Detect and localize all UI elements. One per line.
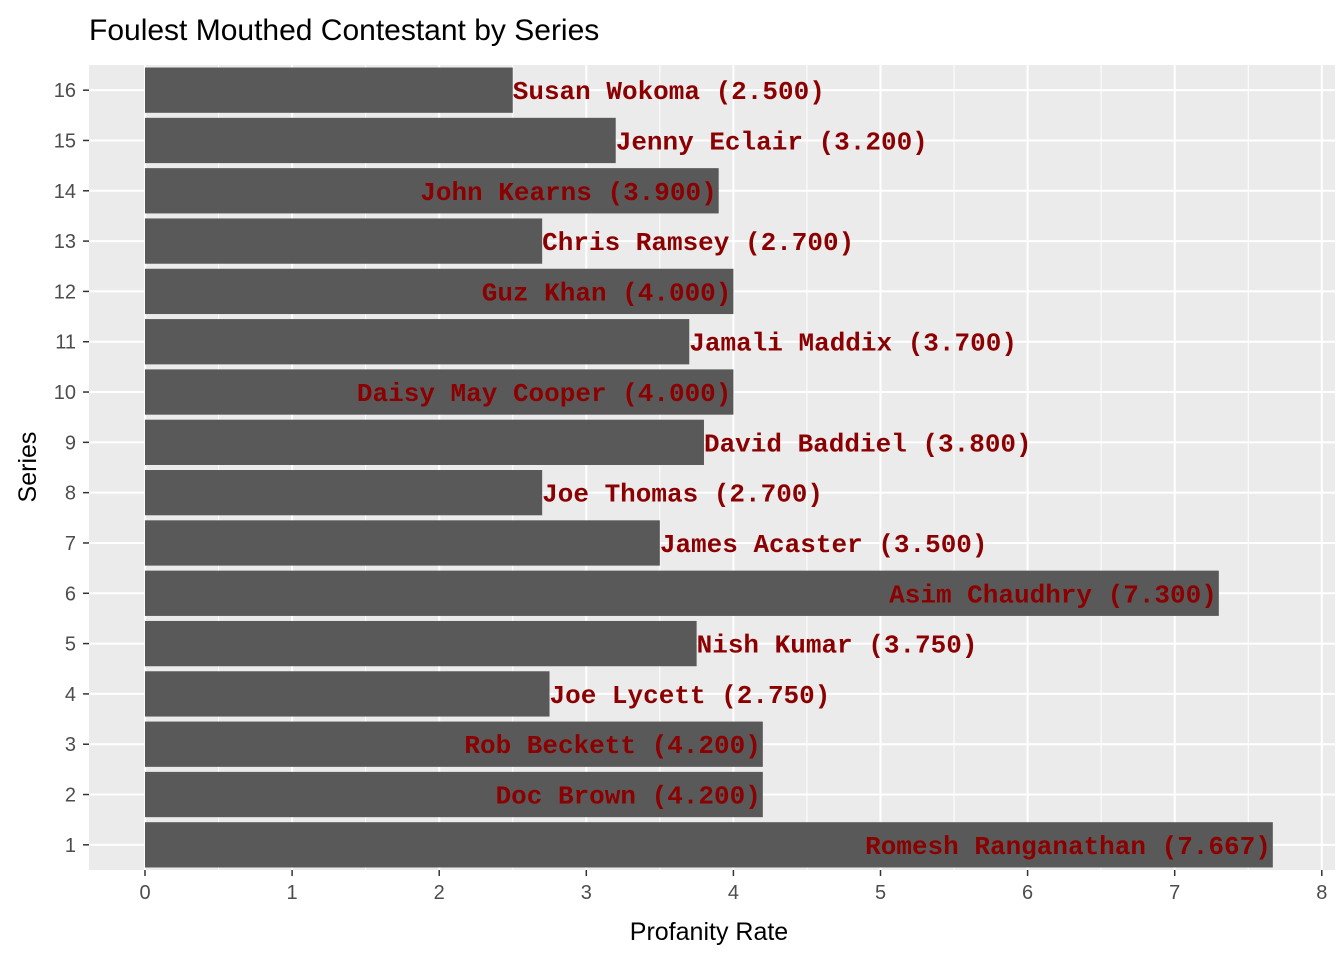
y-tick-label: 5 bbox=[65, 634, 76, 656]
bar-label: Guz Khan (4.000) bbox=[482, 278, 732, 308]
x-tick-label: 3 bbox=[581, 882, 592, 904]
bar-series-14 bbox=[145, 168, 719, 214]
y-tick-label: 10 bbox=[54, 382, 76, 404]
bar-series-8 bbox=[145, 470, 543, 516]
x-tick-label: 6 bbox=[1022, 882, 1033, 904]
bar-label: Joe Lycett (2.750) bbox=[550, 681, 831, 711]
bar-label: Joe Thomas (2.700) bbox=[542, 480, 823, 510]
bar-series-15 bbox=[145, 117, 616, 164]
bar-label: Jenny Eclair (3.200) bbox=[616, 127, 928, 157]
x-axis-title: Profanity Rate bbox=[630, 918, 788, 946]
y-tick-label: 7 bbox=[65, 533, 76, 555]
bar-label: Daisy May Cooper (4.000) bbox=[357, 379, 731, 409]
bar-series-1 bbox=[145, 822, 1273, 868]
bar-series-7 bbox=[145, 520, 660, 566]
bar-labels: Romesh Ranganathan (7.667) Doc Brown (4.2… bbox=[357, 77, 1271, 862]
bars bbox=[145, 67, 1273, 868]
bar-series-6 bbox=[145, 570, 1219, 616]
bar-label: David Baddiel (3.800) bbox=[704, 429, 1032, 459]
y-tick-label: 1 bbox=[65, 835, 76, 857]
bar-label: Susan Wokoma (2.500) bbox=[513, 77, 825, 107]
x-tick-label: 5 bbox=[875, 882, 886, 904]
y-tick-label: 2 bbox=[65, 785, 76, 807]
bar-label: John Kearns (3.900) bbox=[420, 178, 716, 208]
x-tick-label: 1 bbox=[287, 882, 298, 904]
bar-label: Rob Beckett (4.200) bbox=[464, 731, 760, 761]
y-axis-title: Series bbox=[14, 432, 42, 503]
bar-series-3 bbox=[145, 721, 763, 767]
x-tick-label: 2 bbox=[434, 882, 445, 904]
y-tick-label: 6 bbox=[65, 583, 76, 605]
y-tick-label: 3 bbox=[65, 734, 76, 756]
y-tick-label: 16 bbox=[54, 80, 76, 102]
bar-label: Romesh Ranganathan (7.667) bbox=[865, 832, 1271, 862]
bar-series-9 bbox=[145, 419, 704, 465]
bar-label: Doc Brown (4.200) bbox=[496, 782, 761, 812]
chart-title: Foulest Mouthed Contestant by Series bbox=[89, 14, 599, 47]
bar-series-13 bbox=[145, 218, 543, 264]
bar-series-5 bbox=[145, 620, 697, 667]
x-tick-label: 7 bbox=[1169, 882, 1180, 904]
bar-series-10 bbox=[145, 369, 734, 415]
y-tick-label: 12 bbox=[54, 281, 76, 303]
y-tick-label: 9 bbox=[65, 432, 76, 454]
bar-series-12 bbox=[145, 268, 734, 315]
y-tick-label: 14 bbox=[54, 181, 76, 203]
bar-label: Jamali Maddix (3.700) bbox=[689, 329, 1017, 359]
y-tick-label: 15 bbox=[54, 130, 76, 152]
bar-label: Chris Ramsey (2.700) bbox=[542, 228, 854, 258]
y-tick-label: 4 bbox=[65, 684, 76, 706]
bar-label: James Acaster (3.500) bbox=[660, 530, 988, 560]
bar-series-4 bbox=[145, 671, 550, 717]
bar-series-16 bbox=[145, 67, 513, 113]
x-tick-label: 4 bbox=[728, 882, 739, 904]
y-tick-label: 8 bbox=[65, 483, 76, 505]
x-axis: 0 1 2 3 4 5 6 7 8 bbox=[139, 870, 1327, 904]
x-tick-label: 0 bbox=[139, 882, 150, 904]
bar-series-2 bbox=[145, 771, 763, 818]
y-tick-label: 11 bbox=[55, 332, 76, 354]
bar-label: Nish Kumar (3.750) bbox=[697, 631, 978, 661]
y-tick-label: 13 bbox=[54, 231, 76, 253]
bar-label: Asim Chaudhry (7.300) bbox=[889, 580, 1217, 610]
bar-series-11 bbox=[145, 319, 690, 365]
x-tick-label: 8 bbox=[1316, 882, 1327, 904]
